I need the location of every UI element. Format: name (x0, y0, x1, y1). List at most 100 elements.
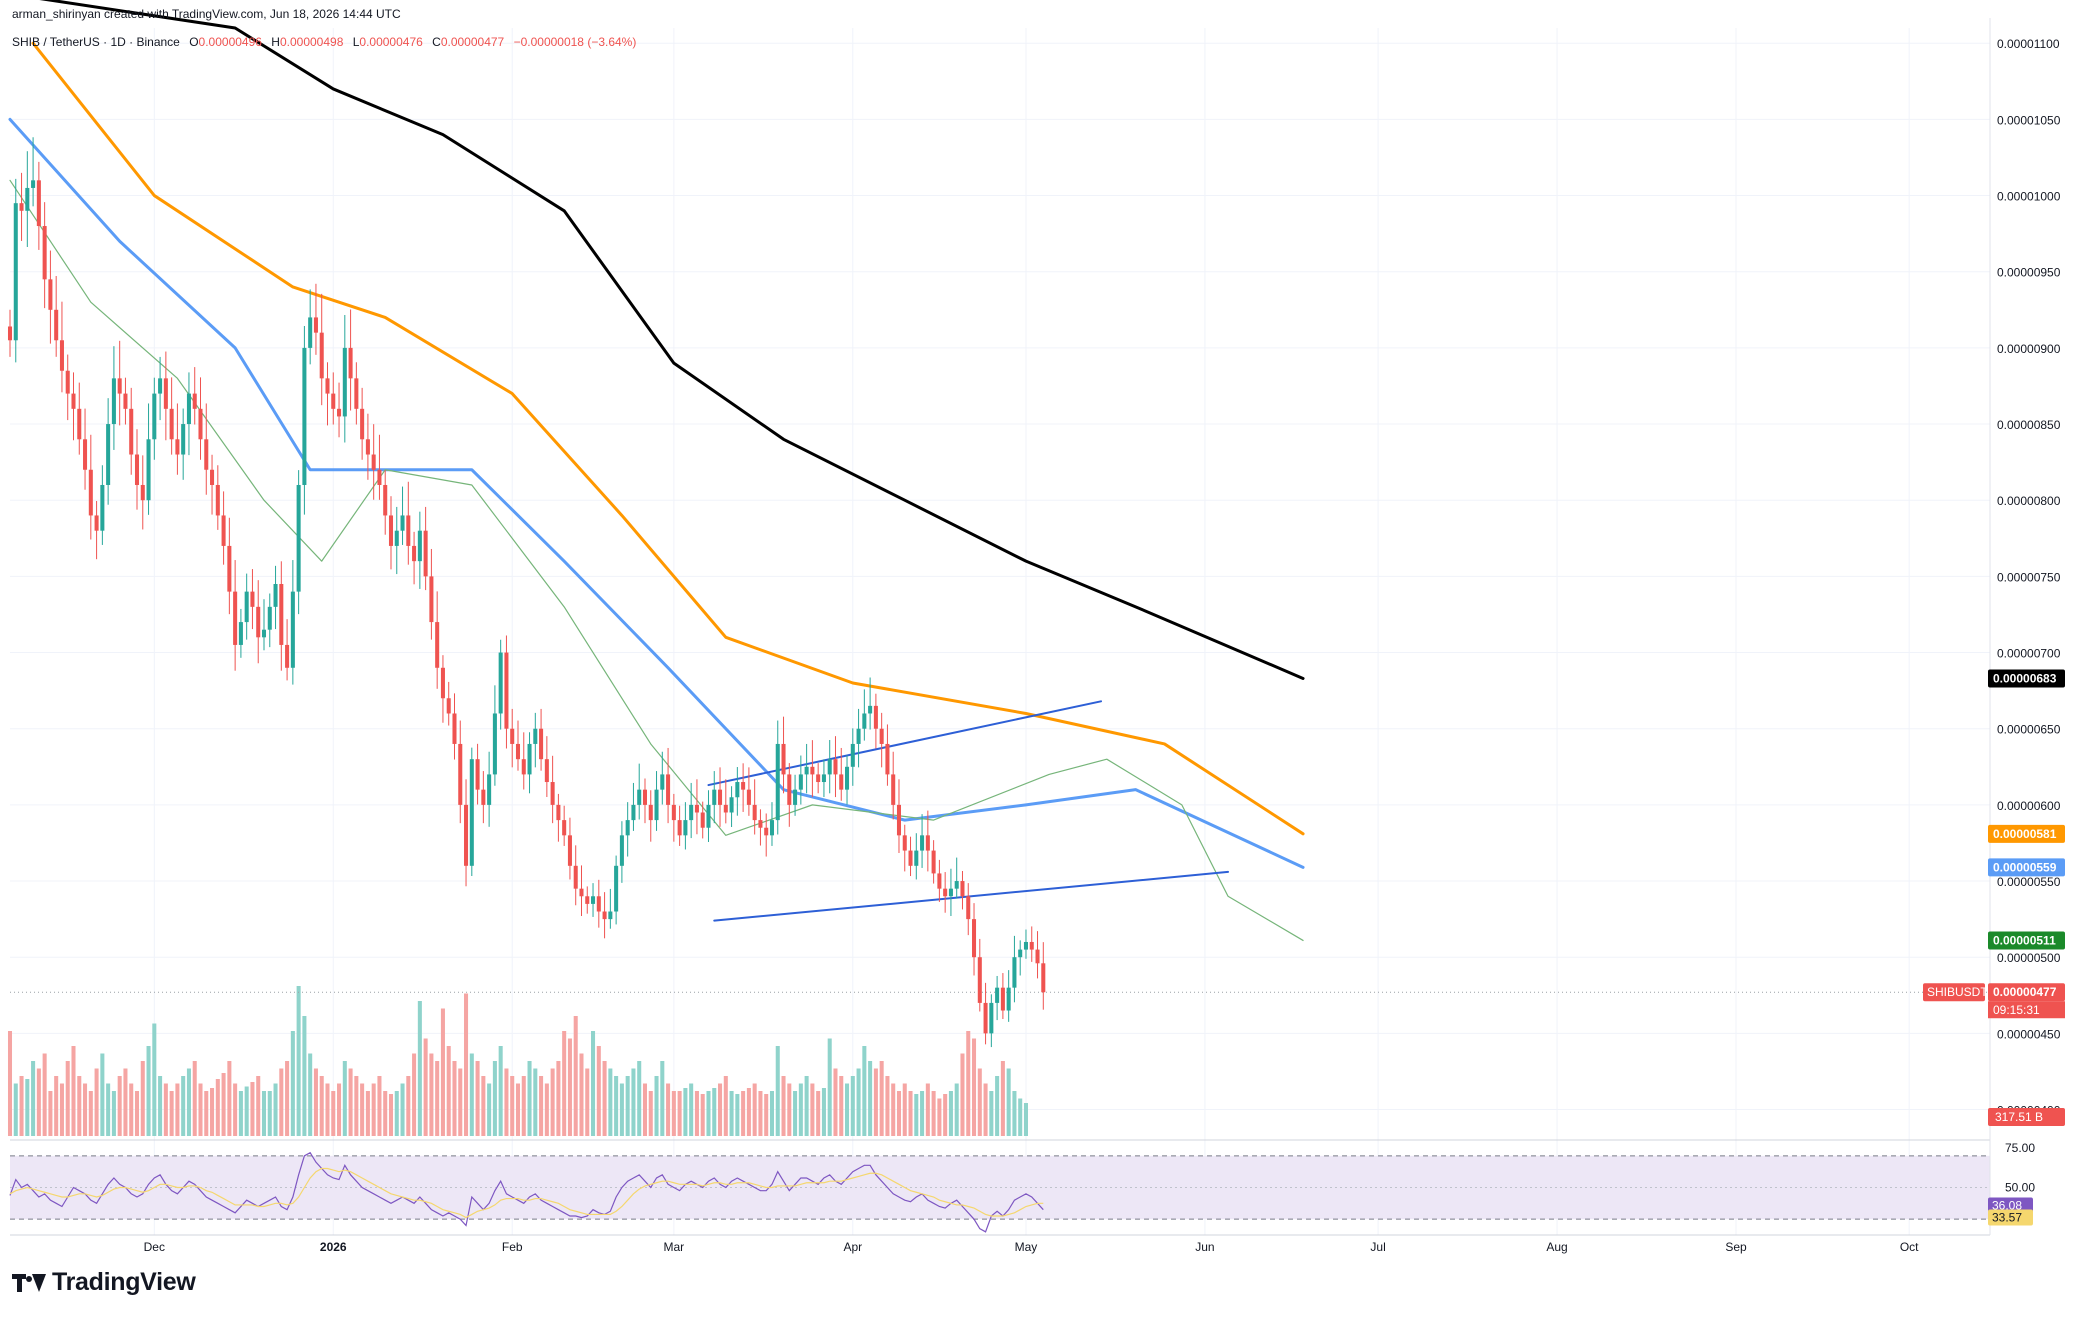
price-tick-label: 0.00000700 (1997, 647, 2061, 661)
volume-bar (608, 1068, 613, 1136)
countdown-text: 09:15:31 (1993, 1003, 2040, 1017)
candle-body (77, 408, 82, 440)
price-grid (10, 28, 1990, 1235)
volume-bar (365, 1091, 370, 1136)
volume-bar (290, 1031, 295, 1136)
candle-body (729, 797, 734, 813)
date-tick-label: Jul (1370, 1240, 1385, 1254)
volume-bar (977, 1068, 982, 1136)
volume-bar (325, 1083, 330, 1136)
volume-bar (250, 1082, 255, 1136)
volume-bar (972, 1038, 977, 1136)
candle-body (821, 774, 826, 783)
volume-bar (77, 1076, 82, 1136)
candle-body (943, 888, 948, 897)
candle-body (850, 743, 855, 767)
candle-body (440, 667, 445, 699)
candle-body (48, 279, 53, 310)
volume-bar (804, 1076, 809, 1136)
candle-body (233, 591, 238, 645)
volume-bar (833, 1068, 838, 1136)
symbol-tag-text: SHIBUSDT (1927, 985, 1988, 999)
candle-body (637, 789, 642, 805)
ohlc-high-label: H (271, 35, 280, 49)
volume-bar (308, 1053, 313, 1136)
volume-bar (244, 1086, 249, 1136)
price-label-text: 0.00000683 (1993, 671, 2057, 685)
volume-bar (712, 1088, 717, 1136)
candle-body (700, 812, 705, 828)
volume-bar (158, 1076, 163, 1136)
price-tick-label: 0.00000600 (1997, 799, 2061, 813)
volume-bar (435, 1061, 440, 1136)
candle-body (302, 347, 307, 485)
volume-bar (966, 1031, 971, 1136)
candle-body (198, 408, 203, 440)
volume-bar (377, 1076, 382, 1136)
price-tick-label: 0.00000850 (1997, 418, 2061, 432)
volume-bar (394, 1091, 399, 1136)
volume-bar (735, 1094, 740, 1136)
volume-bar (1006, 1068, 1011, 1136)
candle-body (83, 439, 88, 470)
volume-bar (896, 1091, 901, 1136)
candle-body (267, 606, 272, 630)
volume-bar (146, 1046, 151, 1136)
ohlc-open: 0.00000496 (198, 35, 262, 49)
candle-body (469, 759, 474, 866)
candle-body (515, 743, 521, 760)
candle-body (100, 484, 105, 531)
candle-body (192, 393, 197, 409)
candle-body (925, 835, 930, 851)
candle-body (908, 850, 913, 866)
volume-bar (152, 1023, 157, 1136)
volume-bar (169, 1091, 174, 1136)
volume-bar (106, 1083, 111, 1136)
candle-body (977, 957, 982, 1003)
candle-body (215, 484, 220, 516)
candle-body (308, 317, 313, 348)
ohlc-low-label: L (352, 35, 360, 49)
volume-bar (267, 1091, 272, 1136)
candle-body (504, 652, 509, 729)
candle-body (169, 408, 174, 440)
volume-bar (48, 1091, 53, 1136)
candle-body (718, 789, 723, 805)
candle-body (71, 393, 76, 409)
volume-bar (752, 1083, 757, 1136)
price-label-text: 0.00000477 (1993, 985, 2057, 999)
candle-body (539, 728, 544, 760)
candle-body (741, 782, 746, 790)
rsi-tick-label: 50.00 (2005, 1181, 2035, 1195)
volume-bar (637, 1061, 642, 1136)
candle-body (602, 911, 607, 920)
price-label-bg (1988, 983, 2065, 1002)
candle-body (163, 378, 168, 409)
candle-body (995, 987, 1000, 1003)
volume-bar (614, 1076, 619, 1136)
volume-bar (400, 1083, 405, 1136)
candle-body (481, 789, 486, 805)
candle-body (591, 896, 596, 904)
candle-body (123, 393, 128, 409)
volume-bar (567, 1038, 572, 1136)
candle-body (65, 370, 70, 394)
volume-bar (36, 1068, 41, 1136)
volume-bar (596, 1046, 601, 1136)
tradingview-logo[interactable]: TradingView (12, 1268, 196, 1297)
candle-body (25, 187, 30, 211)
volume-bar (960, 1053, 965, 1136)
volume-bar (515, 1083, 521, 1136)
price-label-text: 0.00000511 (1993, 933, 2056, 947)
volume-bar (181, 1076, 186, 1136)
candle-body (400, 515, 405, 531)
date-tick-label: Jun (1195, 1240, 1214, 1254)
volume-bar (458, 1068, 463, 1136)
candle-body (625, 820, 630, 836)
volume-bar (619, 1083, 624, 1136)
candle-body (706, 804, 711, 828)
volume-bar (233, 1083, 238, 1136)
volume-bar (7, 1031, 13, 1136)
